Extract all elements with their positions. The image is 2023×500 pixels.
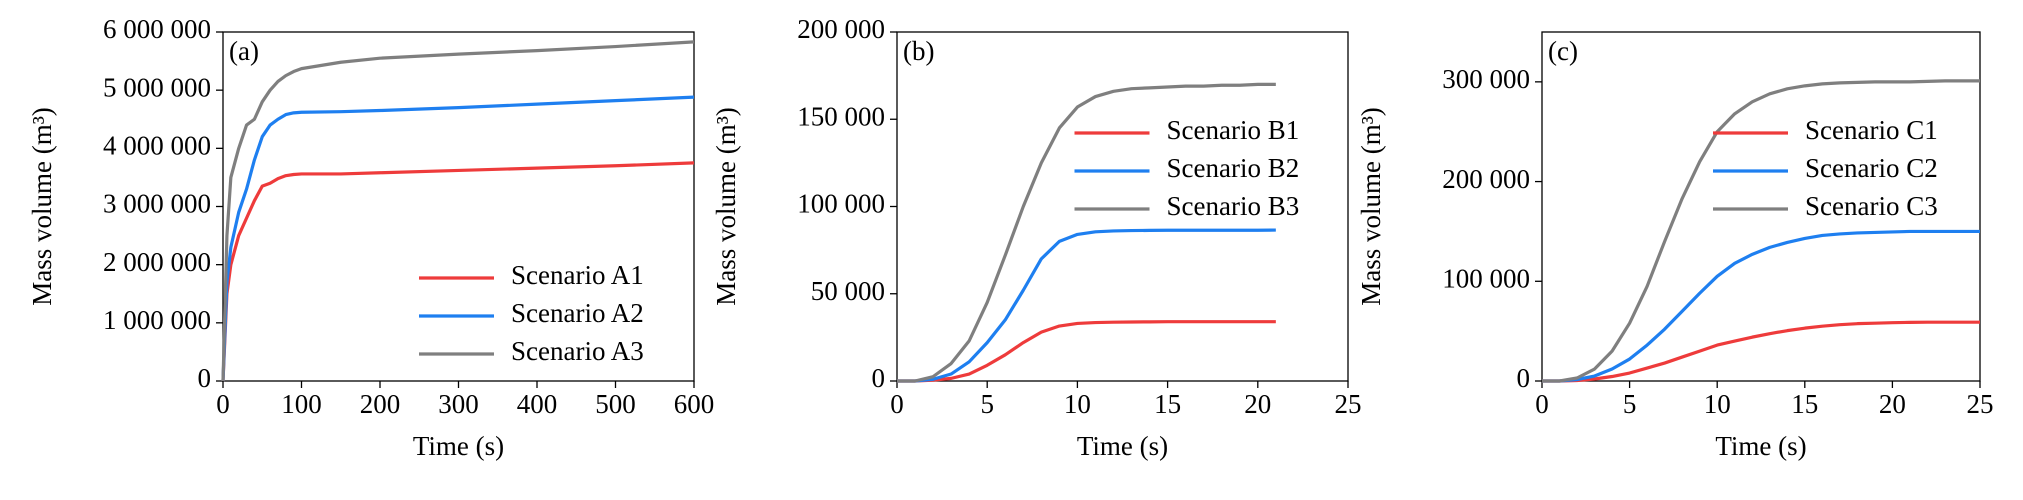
x-tick-label: 5 <box>980 389 994 419</box>
x-tick-label: 5 <box>1623 389 1637 419</box>
y-tick-label: 100 000 <box>797 189 885 219</box>
series-line <box>897 320 1276 383</box>
legend-label: Scenario C1 <box>1805 115 1938 145</box>
y-axis-label: Mass volume (m³) <box>711 107 741 306</box>
x-tick-label: 200 <box>360 389 401 419</box>
y-tick-label: 0 <box>198 363 212 393</box>
y-tick-label: 200 000 <box>1442 164 1530 194</box>
y-tick-label: 100 000 <box>1442 263 1530 293</box>
y-tick-label: 4 000 000 <box>103 131 211 161</box>
legend-label: Scenario C2 <box>1805 153 1938 183</box>
legend: Scenario B1 Scenario B2 Scenario B3 <box>1074 115 1300 221</box>
x-axis-label: Time (s) <box>1715 431 1806 461</box>
legend-label: Scenario A2 <box>511 298 644 328</box>
x-tick-label: 25 <box>1967 389 1994 419</box>
series-line <box>1542 229 1980 383</box>
y-axis-label: Mass volume (m³) <box>1356 107 1386 306</box>
series-line <box>221 40 695 382</box>
y-tick-label: 2 000 000 <box>103 247 211 277</box>
panel-annotation: (c) <box>1548 36 1578 66</box>
legend-label: Scenario B1 <box>1167 115 1300 145</box>
series-line <box>221 95 695 382</box>
y-tick-label: 50 000 <box>811 276 885 306</box>
y-tick-label: 5 000 000 <box>103 72 211 102</box>
y-tick-label: 200 000 <box>797 14 885 44</box>
x-tick-label: 15 <box>1791 389 1818 419</box>
series-line <box>897 82 1276 383</box>
legend: Scenario A1 Scenario A2 Scenario A3 <box>419 260 644 366</box>
y-tick-label: 3 000 000 <box>103 189 211 219</box>
y-tick-label: 0 <box>1517 363 1531 393</box>
x-tick-label: 300 <box>438 389 479 419</box>
x-axis-label: Time (s) <box>1077 431 1168 461</box>
x-tick-label: 10 <box>1064 389 1091 419</box>
x-tick-label: 0 <box>216 389 230 419</box>
x-tick-label: 25 <box>1335 389 1362 419</box>
x-tick-label: 500 <box>595 389 636 419</box>
y-tick-label: 6 000 000 <box>103 14 211 44</box>
x-tick-label: 100 <box>281 389 322 419</box>
plot-frame <box>222 31 695 382</box>
panel-annotation: (b) <box>903 36 934 66</box>
panel: 0 1 000 000 2 000 000 3 000 000 4 000 000 5 0… <box>27 14 714 461</box>
y-tick-label: 150 000 <box>797 101 885 131</box>
series-line <box>897 228 1276 383</box>
legend: Scenario C1 Scenario C2 Scenario C3 <box>1713 115 1938 221</box>
x-tick-label: 0 <box>1535 389 1549 419</box>
x-axis-label: Time (s) <box>413 431 504 461</box>
legend-label: Scenario A3 <box>511 336 644 366</box>
panel: 0 100 000 200 000 300 000 0 5 10 15 20 25 Time (s)… <box>1356 31 1994 461</box>
x-tick-label: 20 <box>1244 389 1271 419</box>
series-line <box>1542 79 1980 383</box>
x-tick-label: 10 <box>1704 389 1731 419</box>
y-tick-label: 300 000 <box>1442 64 1530 94</box>
x-tick-label: 20 <box>1879 389 1906 419</box>
x-tick-label: 600 <box>674 389 715 419</box>
legend-label: Scenario B3 <box>1167 191 1300 221</box>
series-line <box>1542 320 1980 383</box>
x-tick-label: 0 <box>890 389 904 419</box>
plot-frame <box>1541 31 1981 382</box>
legend-label: Scenario C3 <box>1805 191 1938 221</box>
series-line <box>221 161 695 382</box>
panel: 0 50 000 100 000 150 000 200 000 0 5 10 15 20 25 Ti… <box>711 14 1361 461</box>
y-tick-label: 1 000 000 <box>103 305 211 335</box>
panel-annotation: (a) <box>229 36 259 66</box>
x-tick-label: 400 <box>517 389 558 419</box>
legend-label: Scenario A1 <box>511 260 644 290</box>
x-tick-label: 15 <box>1154 389 1181 419</box>
legend-label: Scenario B2 <box>1167 153 1300 183</box>
y-tick-label: 0 <box>872 363 886 393</box>
y-axis-label: Mass volume (m³) <box>27 107 57 306</box>
